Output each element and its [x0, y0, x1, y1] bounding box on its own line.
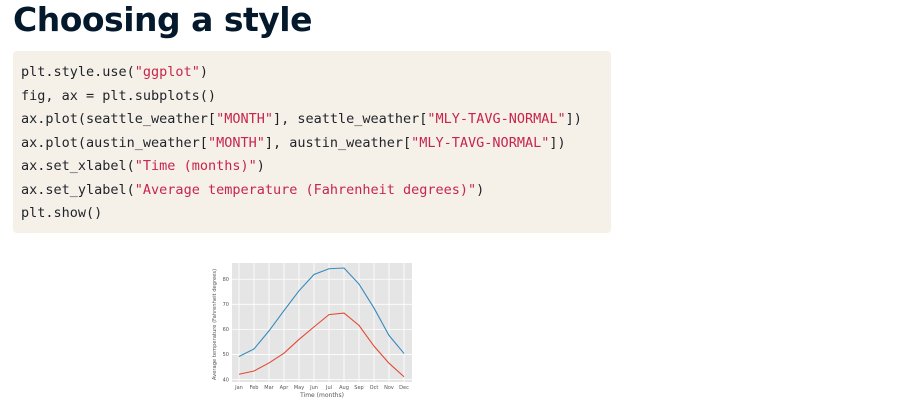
- y-tick-label: 60: [223, 327, 229, 333]
- code-token: ax.set_xlabel(: [21, 158, 135, 174]
- code-token: ax.set_ylabel(: [21, 181, 135, 198]
- code-token: ax.plot(seattle_weather[: [21, 111, 217, 127]
- code-line: ax.plot(seattle_weather["MONTH"], seattl…: [21, 108, 611, 132]
- series-line-2: [238, 312, 405, 378]
- x-tick-label: Sep: [354, 385, 363, 391]
- code-line: plt.style.use("ggplot"): [21, 61, 611, 85]
- x-tick-label: Dec: [399, 385, 409, 391]
- code-string-token: "MONTH": [216, 111, 273, 127]
- code-string-token: "ggplot": [134, 64, 200, 80]
- x-tick-label: Jan: [234, 385, 243, 391]
- code-line: fig, ax = plt.subplots(): [21, 85, 611, 109]
- x-tick-label: May: [294, 385, 304, 391]
- code-string-token: "MLY-TAVG-NORMAL": [411, 134, 550, 151]
- code-token: fig, ax = plt.subplots(): [21, 87, 217, 104]
- x-axis-label: Time (months): [299, 392, 344, 399]
- code-block: plt.style.use("ggplot") fig, ax = plt.sub…: [13, 51, 611, 233]
- code-token: ): [476, 181, 485, 198]
- code-string-token: "MLY-TAVG-NORMAL": [427, 111, 566, 127]
- series-line-1: [238, 267, 405, 357]
- code-token: plt.style.use(: [21, 64, 135, 80]
- x-tick-label: Aug: [339, 385, 349, 391]
- chart-svg: 40 50 60 70 80 Jan Feb Mar Apr May Jun Jul Aug Sep Oct…: [212, 263, 412, 399]
- y-tick-label: 40: [223, 377, 229, 383]
- line-chart: 40 50 60 70 80 Jan Feb Mar Apr May Jun Jul Aug Sep Oct…: [207, 249, 417, 401]
- code-token: ], seattle_weather[: [272, 111, 428, 127]
- code-line: ax.set_xlabel("Time (months)"): [21, 155, 611, 179]
- code-line: ax.set_ylabel("Average temperature (Fahr…: [21, 179, 611, 203]
- code-token: ], austin_weather[: [264, 134, 412, 151]
- code-string-token: "Average temperature (Fahrenheit degrees…: [134, 181, 477, 198]
- code-token: ]): [565, 111, 582, 127]
- code-line: ax.plot(austin_weather["MONTH"], austin_…: [21, 132, 611, 156]
- code-token: ): [199, 64, 208, 80]
- code-string-token: "Time (months)": [134, 158, 257, 174]
- y-tick-label: 70: [223, 302, 229, 308]
- code-line: plt.show(): [21, 202, 611, 226]
- x-tick-label: Apr: [280, 385, 290, 391]
- x-tick-label: Feb: [250, 385, 259, 391]
- x-tick-label: Mar: [264, 385, 274, 391]
- x-tick-label: Oct: [370, 385, 379, 391]
- y-tick-label: 50: [223, 352, 229, 358]
- code-token: ]): [549, 134, 566, 151]
- y-axis-label: Average temperature (Fahrenheit degrees): [212, 269, 218, 380]
- page-title: Choosing a style: [13, 0, 313, 39]
- y-tick-label: 80: [223, 277, 229, 283]
- code-token: ax.plot(austin_weather[: [21, 134, 208, 151]
- x-tick-label: Jul: [325, 385, 332, 391]
- plot-area: [232, 263, 412, 382]
- code-string-token: "MONTH": [207, 134, 265, 151]
- code-token: plt.show(): [21, 205, 103, 221]
- x-tick-label: Nov: [384, 385, 394, 391]
- code-token: ): [256, 158, 265, 174]
- x-tick-label: Jun: [309, 385, 318, 391]
